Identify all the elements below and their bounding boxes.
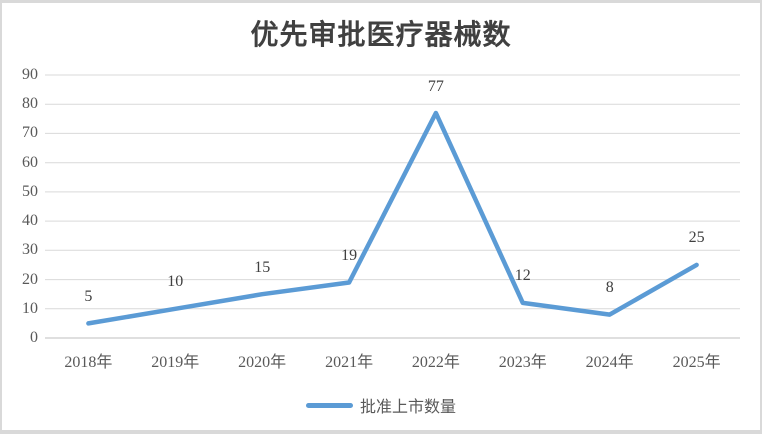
y-tick-label: 30 (22, 241, 38, 259)
legend-label: 批准上市数量 (359, 399, 456, 416)
y-tick-label: 80 (22, 95, 38, 113)
x-tick-label: 2018年 (64, 354, 113, 371)
y-tick-label: 20 (22, 270, 38, 288)
data-label: 15 (254, 258, 271, 276)
data-label: 12 (514, 267, 531, 285)
x-tick-label: 2025年 (672, 354, 721, 371)
data-label: 25 (688, 229, 705, 247)
x-tick-label: 2020年 (238, 354, 287, 371)
y-tick-label: 90 (22, 66, 38, 83)
data-label: 10 (167, 273, 184, 291)
chart-title: 优先审批医疗器械数 (250, 20, 512, 51)
line-chart-plot-area (45, 74, 740, 339)
data-label: 5 (84, 287, 93, 305)
x-tick-label: 2021年 (325, 354, 374, 371)
y-tick-label: 60 (22, 153, 38, 171)
legend-line-swatch (305, 402, 353, 408)
x-tick-label: 2022年 (411, 354, 460, 371)
data-label: 8 (605, 279, 614, 297)
y-tick-label: 0 (30, 329, 38, 346)
series-line (86, 110, 699, 326)
y-tick-label: 50 (22, 182, 38, 200)
y-tick-label: 40 (22, 212, 38, 230)
x-tick-label: 2019年 (151, 354, 200, 371)
data-label: 77 (427, 77, 444, 95)
x-tick-label: 2024年 (585, 354, 634, 371)
y-tick-label: 70 (22, 124, 38, 142)
chart-legend: 批准上市数量 (2, 393, 760, 417)
x-tick-label: 2023年 (498, 354, 547, 371)
y-tick-label: 10 (22, 299, 38, 317)
data-label: 19 (341, 247, 358, 264)
